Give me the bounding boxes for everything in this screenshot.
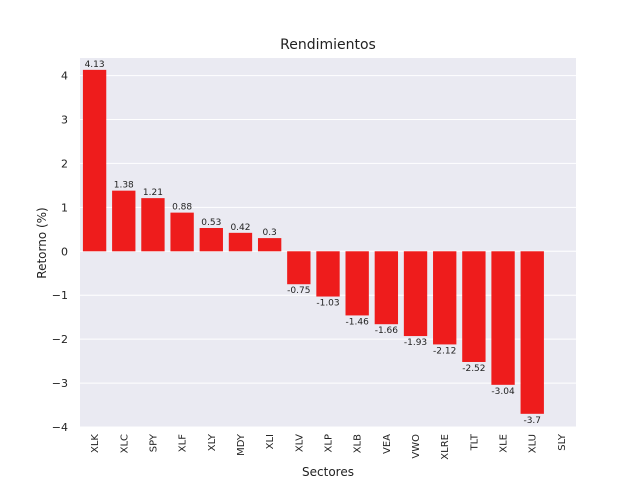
- bar-xlc: [112, 190, 136, 252]
- data-label: -3.04: [491, 387, 515, 397]
- bar-xlb: [345, 251, 369, 316]
- bar-xlu: [520, 251, 544, 414]
- x-tick-label: XLV: [294, 434, 305, 452]
- y-tick-label: −3: [52, 377, 68, 390]
- y-tick-label: −1: [52, 289, 68, 302]
- bar-xle: [491, 251, 515, 385]
- x-tick-label: XLB: [353, 434, 364, 453]
- bar-vea: [374, 251, 399, 325]
- bar-tlt: [462, 251, 486, 362]
- data-label: -1.66: [375, 326, 399, 336]
- data-label: -3.7: [523, 416, 541, 426]
- data-label: 0.42: [230, 223, 250, 233]
- y-axis-title: Retorno (%): [35, 207, 49, 278]
- y-tick-label: 2: [61, 157, 68, 170]
- data-label: -1.46: [346, 317, 370, 327]
- x-tick-label: XLP: [324, 434, 335, 452]
- bars: [82, 69, 544, 414]
- x-tick-label: VWO: [411, 434, 422, 459]
- x-tick-label: VEA: [382, 434, 393, 454]
- x-tick-label: XLC: [119, 434, 130, 453]
- data-label: 0.88: [172, 203, 192, 213]
- bar-xlre: [433, 251, 457, 345]
- data-label: 0.3: [262, 228, 276, 238]
- data-labels: 4.13 1.38 1.21 0.88 0.53 0.42 0.3 -0.75 -1.03 -1.…: [85, 60, 541, 426]
- data-label: 0.53: [201, 218, 221, 228]
- bar-spy: [141, 198, 165, 252]
- x-tick-label: XLE: [499, 434, 510, 453]
- grid-lines: [80, 75, 576, 428]
- data-label: -2.12: [433, 346, 456, 356]
- chart-title: Rendimientos: [280, 37, 376, 53]
- y-axis-ticks: −4 −3 −2 −1 0 1 2 3 4: [52, 70, 68, 434]
- bar-xlf: [170, 212, 194, 252]
- x-tick-label: XLK: [90, 434, 101, 453]
- x-tick-label: SLY: [557, 433, 568, 451]
- x-tick-label: XLI: [265, 434, 276, 449]
- x-tick-label: XLY: [207, 433, 218, 451]
- x-tick-label: SPY: [148, 433, 159, 452]
- x-tick-label: XLU: [528, 434, 539, 453]
- data-label: 1.21: [143, 188, 163, 198]
- y-tick-label: 1: [61, 201, 68, 214]
- bar-mdy: [228, 232, 253, 252]
- x-axis-title: Sectores: [302, 465, 354, 479]
- bar-vwo: [403, 251, 428, 337]
- x-tick-label: XLRE: [440, 434, 451, 460]
- data-label: -2.52: [462, 364, 485, 374]
- y-tick-label: 4: [61, 70, 68, 83]
- bar-xly: [199, 228, 223, 252]
- y-tick-label: −4: [52, 421, 68, 434]
- bar-xlp: [316, 251, 340, 297]
- data-label: 4.13: [85, 60, 105, 70]
- data-label: 1.38: [114, 181, 134, 191]
- bar-xlk: [82, 69, 107, 252]
- x-axis-ticks: XLK XLC SPY XLF XLY MDY XLI XLV XLP XLB VEA VWO XLRE…: [90, 433, 568, 460]
- data-label: -0.75: [287, 286, 310, 296]
- bar-xli: [257, 238, 282, 252]
- y-tick-label: −2: [52, 333, 68, 346]
- bar-xlv: [287, 251, 311, 285]
- data-label: -1.93: [404, 338, 427, 348]
- y-tick-label: 3: [61, 114, 68, 127]
- x-tick-label: MDY: [236, 433, 247, 456]
- x-tick-label: XLF: [178, 434, 189, 452]
- data-label: -1.03: [316, 299, 339, 309]
- y-tick-label: 0: [61, 245, 68, 258]
- x-tick-label: TLT: [469, 433, 480, 451]
